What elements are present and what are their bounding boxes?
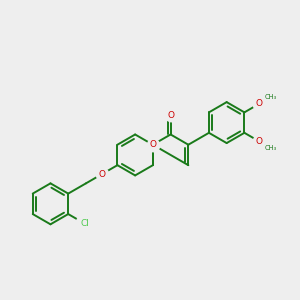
Text: O: O [256,137,263,146]
Text: CH₃: CH₃ [265,145,277,151]
Text: O: O [256,99,263,108]
Text: O: O [167,111,174,120]
Text: O: O [149,140,156,149]
Text: Cl: Cl [81,220,90,229]
Text: O: O [98,170,105,179]
Text: CH₃: CH₃ [265,94,277,100]
